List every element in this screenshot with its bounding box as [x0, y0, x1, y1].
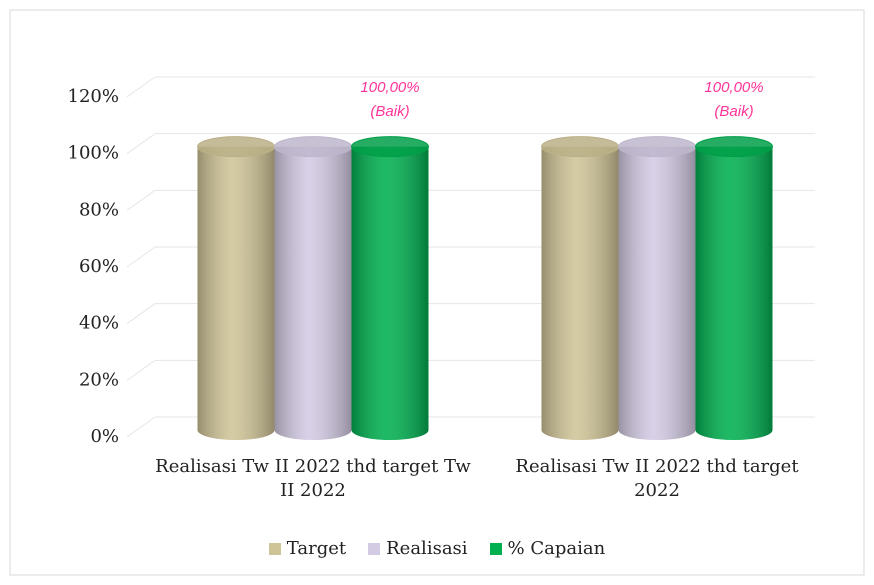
- cylinder-top: [351, 136, 429, 158]
- legend-label: Target: [286, 538, 347, 559]
- legend-swatch: [489, 542, 502, 555]
- cylinder-top: [274, 136, 352, 158]
- legend-item: Target: [268, 538, 347, 559]
- cylinder-base-shade: [541, 420, 619, 440]
- cylinder-shade: [541, 146, 619, 430]
- x-tick-label: Realisasi Tw II 2022 thd target 2022: [515, 456, 799, 501]
- y-tick-label: 20%: [79, 369, 119, 390]
- legend-item: Realisasi: [368, 538, 468, 559]
- cylinder-shade: [274, 146, 352, 430]
- cylinder-top: [541, 136, 619, 158]
- cylinder-top: [695, 136, 773, 158]
- legend-swatch: [268, 542, 281, 555]
- grid-line: [126, 359, 156, 381]
- x-tick-label: Realisasi Tw II 2022 thd target Tw II 20…: [155, 456, 471, 501]
- cylinder-base-shade: [274, 420, 352, 440]
- y-tick-label: 40%: [79, 313, 119, 334]
- data-label: 100,00% (Baik): [360, 78, 420, 120]
- cylinder-base-shade: [618, 420, 696, 440]
- data-label: 100,00% (Baik): [704, 78, 764, 120]
- cylinder-shade: [351, 146, 429, 430]
- cylinder-base-shade: [351, 420, 429, 440]
- y-tick-label: 120%: [68, 86, 119, 107]
- cylinder-shade: [695, 146, 773, 430]
- y-tick-label: 80%: [79, 199, 119, 220]
- grid-line: [126, 303, 156, 325]
- cylinder-base-shade: [197, 420, 275, 440]
- y-tick-label: 0%: [90, 426, 119, 447]
- grid-line: [126, 76, 156, 98]
- grid-line: [126, 246, 156, 268]
- grid-line: [126, 189, 156, 211]
- legend-label: Realisasi: [386, 538, 468, 559]
- cylinder-top: [618, 136, 696, 158]
- cylinder-shade: [618, 146, 696, 430]
- grid-line: [126, 133, 156, 155]
- grid-line: [126, 416, 156, 438]
- y-tick-label: 100%: [68, 143, 119, 164]
- cylinder-shade: [197, 146, 275, 430]
- y-tick-label: 60%: [79, 256, 119, 277]
- legend-item: % Capaian: [489, 538, 606, 559]
- cylinder-base-shade: [695, 420, 773, 440]
- legend-label: % Capaian: [507, 538, 606, 559]
- cylinder-top: [197, 136, 275, 158]
- chart-border: [9, 9, 865, 576]
- legend: Target Realisasi % Capaian: [0, 538, 874, 559]
- legend-swatch: [368, 542, 381, 555]
